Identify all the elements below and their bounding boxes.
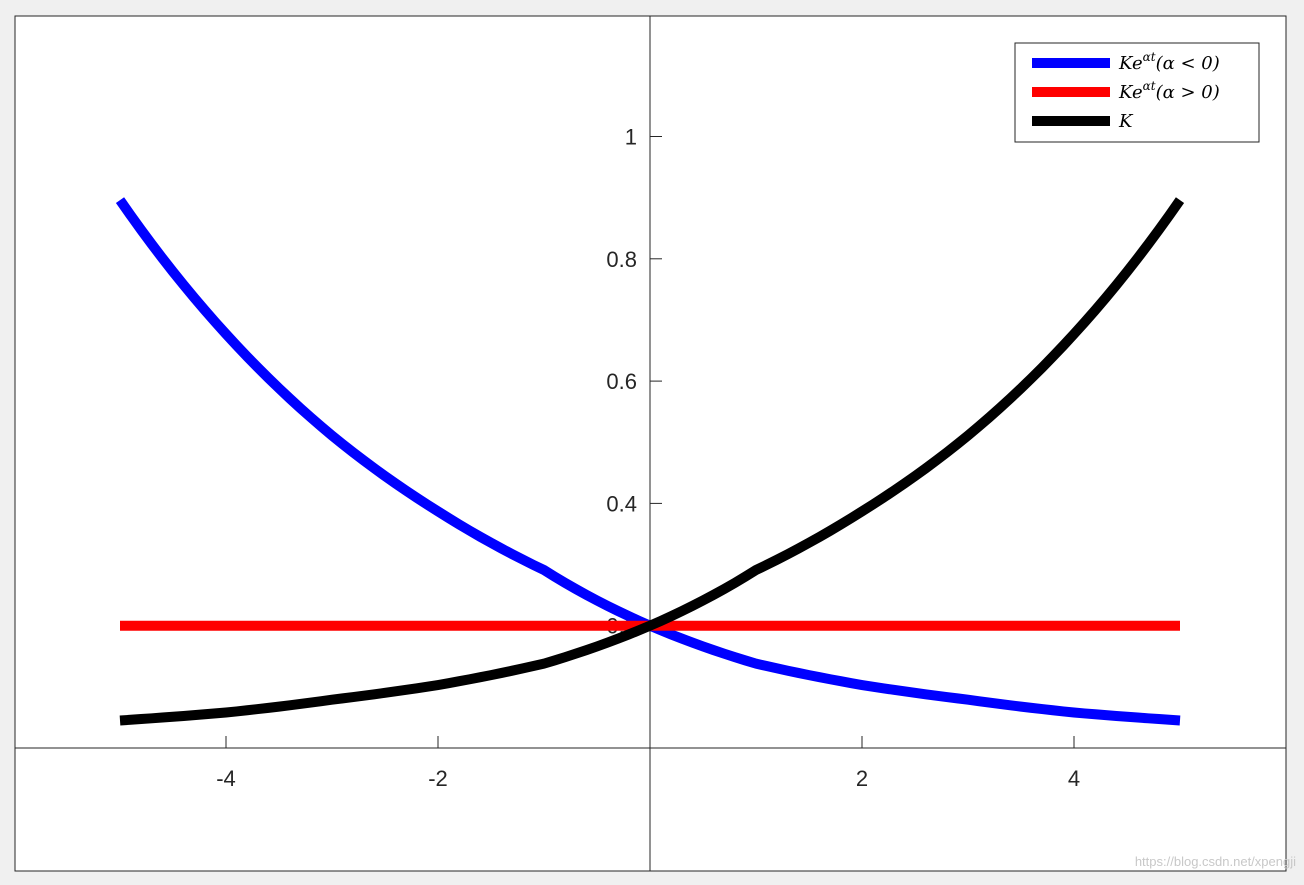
y-tick-label: 0.4 [606, 491, 637, 516]
legend-label-sup: αt [1143, 50, 1156, 64]
legend-label-0: Keαt(α < 0) [1118, 50, 1220, 74]
legend-label-2: K [1118, 111, 1134, 132]
legend-label-tail: (α < 0) [1156, 53, 1220, 74]
legend-label-sup: αt [1143, 79, 1156, 93]
legend-label-base: Ke [1118, 82, 1143, 103]
x-tick-label: -4 [216, 766, 236, 791]
x-tick-label: -2 [428, 766, 448, 791]
y-tick-label: 0.8 [606, 247, 637, 272]
watermark: https://blog.csdn.net/xpengji [1135, 854, 1296, 869]
y-tick-label: 0.6 [606, 369, 637, 394]
legend: Keαt(α < 0)Keαt(α > 0)K [1014, 42, 1260, 143]
legend-label-tail: (α > 0) [1156, 82, 1220, 103]
x-tick-label: 4 [1068, 766, 1080, 791]
x-tick-label: 2 [856, 766, 868, 791]
legend-label-1: Keαt(α > 0) [1118, 79, 1220, 103]
y-tick-label: 1 [625, 125, 637, 150]
legend-label-base: Ke [1118, 53, 1143, 74]
series-group [115, 197, 1185, 726]
series-line-2 [119, 197, 1185, 726]
legend-label-base: K [1118, 111, 1134, 132]
